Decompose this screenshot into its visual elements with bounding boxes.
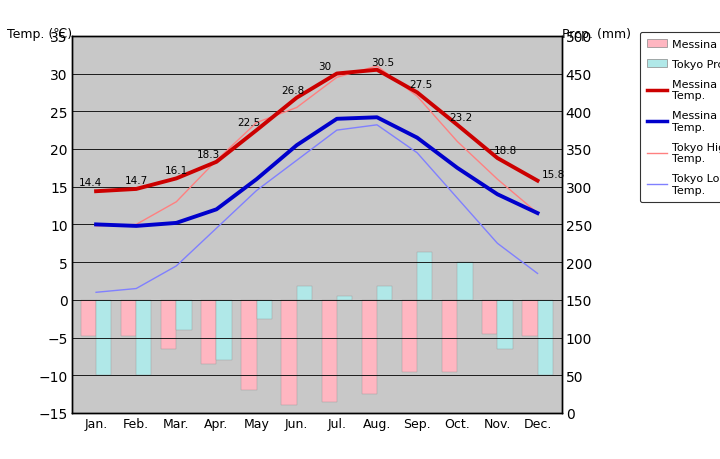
Bar bbox=[361, 300, 377, 394]
Bar bbox=[96, 300, 112, 375]
Bar bbox=[136, 300, 151, 375]
Bar bbox=[337, 297, 352, 300]
Bar bbox=[201, 300, 217, 364]
Bar bbox=[176, 300, 192, 330]
Text: 18.8: 18.8 bbox=[494, 146, 517, 156]
Bar bbox=[538, 300, 553, 375]
Bar bbox=[417, 253, 433, 300]
Text: 30: 30 bbox=[318, 62, 331, 71]
Text: 23.2: 23.2 bbox=[450, 112, 473, 123]
Text: 26.8: 26.8 bbox=[281, 85, 305, 95]
Bar bbox=[256, 300, 272, 319]
Bar bbox=[297, 286, 312, 300]
Text: 18.3: 18.3 bbox=[197, 150, 220, 159]
Text: 14.4: 14.4 bbox=[78, 178, 102, 188]
Text: 14.7: 14.7 bbox=[125, 176, 148, 186]
Text: 15.8: 15.8 bbox=[542, 170, 565, 180]
Legend: Messina Prcp., Tokyo Prcp., Messina High
Temp., Messina Low
Temp., Tokyo High
Te: Messina Prcp., Tokyo Prcp., Messina High… bbox=[640, 33, 720, 202]
Bar bbox=[217, 300, 232, 360]
Bar bbox=[377, 286, 392, 300]
Bar bbox=[282, 300, 297, 406]
Text: 27.5: 27.5 bbox=[410, 80, 433, 90]
Bar bbox=[121, 300, 136, 336]
Bar bbox=[522, 300, 538, 336]
Bar bbox=[161, 300, 176, 349]
Bar bbox=[81, 300, 96, 336]
Bar bbox=[442, 300, 457, 372]
Bar bbox=[241, 300, 256, 391]
Bar bbox=[402, 300, 417, 372]
Text: Temp. (℃): Temp. (℃) bbox=[7, 28, 72, 40]
Bar bbox=[482, 300, 498, 334]
Text: 16.1: 16.1 bbox=[165, 165, 188, 175]
Text: Prcp. (mm): Prcp. (mm) bbox=[562, 28, 631, 40]
Bar bbox=[498, 300, 513, 349]
Bar bbox=[457, 263, 472, 300]
Text: 30.5: 30.5 bbox=[372, 58, 395, 67]
Bar bbox=[322, 300, 337, 402]
Text: 22.5: 22.5 bbox=[237, 118, 260, 128]
